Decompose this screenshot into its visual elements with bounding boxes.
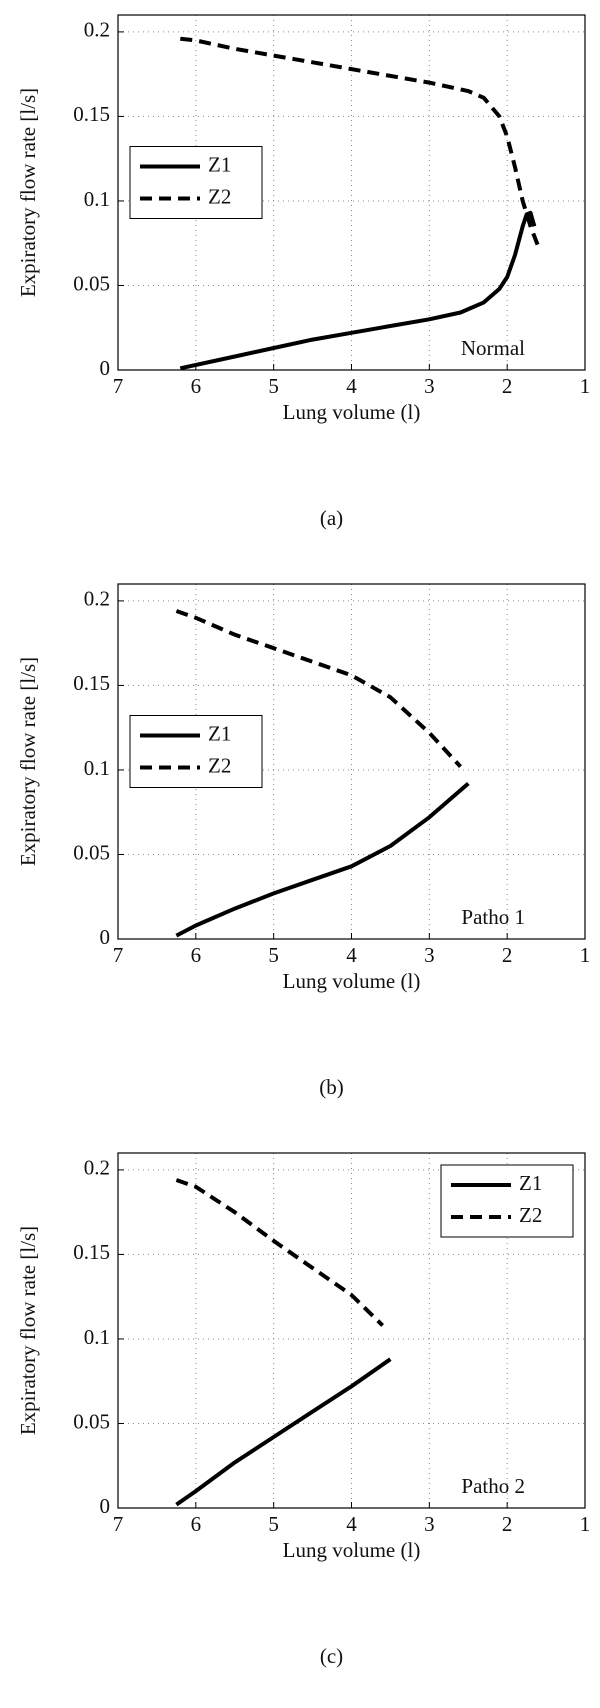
- legend-label: Z2: [519, 1203, 542, 1227]
- y-tick-label: 0.2: [84, 1156, 110, 1180]
- chart-panel: 0 0.05 0.1 0.15 0.2 7 6 5 4 3 2 1 Lung volume (l) Exp…: [16, 583, 591, 1099]
- caption: (a): [320, 506, 343, 530]
- legend-box: [129, 146, 263, 219]
- x-tick-label: 7: [113, 374, 124, 398]
- annotation: Patho 1: [461, 905, 525, 929]
- y-tick-label: 0.2: [84, 587, 110, 611]
- y-tick-label: 0.1: [84, 1325, 110, 1349]
- y-tick-label: 0: [100, 925, 111, 949]
- plot-frame: [117, 1152, 586, 1509]
- legend-box: [129, 715, 263, 788]
- x-tick-label: 4: [346, 943, 357, 967]
- x-tick-label: 1: [580, 1512, 591, 1536]
- series-line: [175, 781, 470, 938]
- annotation: Normal: [461, 336, 525, 360]
- x-tick-label: 2: [502, 1512, 513, 1536]
- caption: (b): [319, 1075, 344, 1099]
- x-tick-label: 2: [502, 374, 513, 398]
- x-tick-label: 4: [346, 1512, 357, 1536]
- y-tick-label: 0: [100, 1494, 111, 1518]
- y-tick-label: 0: [100, 356, 111, 380]
- y-tick-label: 0.15: [73, 671, 110, 695]
- series-line: [175, 1357, 392, 1507]
- x-tick-label: 6: [191, 374, 202, 398]
- legend-label: Z1: [519, 1171, 542, 1195]
- x-tick-label: 5: [268, 1512, 279, 1536]
- legend-label: Z1: [208, 721, 231, 745]
- y-axis-label: Expiratory flow rate [l/s]: [16, 657, 40, 866]
- x-tick-label: 7: [113, 943, 124, 967]
- x-tick-label: 6: [191, 1512, 202, 1536]
- x-tick-label: 1: [580, 943, 591, 967]
- legend-box: [440, 1164, 574, 1238]
- x-tick-label: 3: [424, 943, 435, 967]
- x-tick-label: 3: [424, 1512, 435, 1536]
- series-line: [179, 210, 537, 371]
- x-tick-label: 3: [424, 374, 435, 398]
- chart-panel: 0 0.05 0.1 0.15 0.2 7 6 5 4 3 2 1 Lung volume (l) Exp…: [16, 1152, 591, 1668]
- plot-frame: [117, 14, 586, 371]
- y-tick-label: 0.1: [84, 187, 110, 211]
- x-axis-label: Lung volume (l): [283, 400, 421, 424]
- caption: (c): [320, 1644, 343, 1668]
- x-axis-label: Lung volume (l): [283, 1538, 421, 1562]
- x-tick-label: 7: [113, 1512, 124, 1536]
- y-axis-label: Expiratory flow rate [l/s]: [16, 1226, 40, 1435]
- legend-label: Z2: [208, 184, 231, 208]
- x-tick-label: 4: [346, 374, 357, 398]
- series-line: [175, 1178, 384, 1327]
- x-tick-label: 2: [502, 943, 513, 967]
- y-tick-label: 0.15: [73, 102, 110, 126]
- legend-label: Z2: [208, 753, 231, 777]
- x-tick-label: 5: [268, 943, 279, 967]
- y-tick-label: 0.05: [73, 1409, 110, 1433]
- x-axis-label: Lung volume (l): [283, 969, 421, 993]
- series-line: [180, 36, 541, 248]
- y-tick-label: 0.05: [73, 840, 110, 864]
- chart-panel: 0 0.05 0.1 0.15 0.2 7 6 5 4 3 2 1 Lung volume (l) Exp…: [16, 14, 591, 530]
- y-tick-label: 0.15: [73, 1240, 110, 1264]
- series-line: [175, 609, 462, 768]
- x-tick-label: 5: [268, 374, 279, 398]
- x-tick-label: 6: [191, 943, 202, 967]
- y-tick-label: 0.2: [84, 18, 110, 42]
- y-tick-label: 0.05: [73, 271, 110, 295]
- y-tick-label: 0.1: [84, 756, 110, 780]
- legend-label: Z1: [208, 152, 231, 176]
- y-axis-label: Expiratory flow rate [l/s]: [16, 88, 40, 297]
- plot-frame: [117, 583, 586, 940]
- x-tick-label: 1: [580, 374, 591, 398]
- annotation: Patho 2: [461, 1474, 525, 1498]
